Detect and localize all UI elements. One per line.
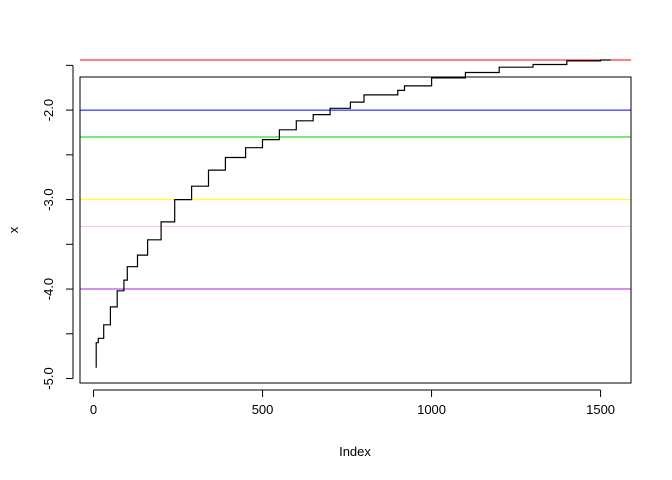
x-tick-label: 500 [252, 402, 274, 417]
x-tick-label: 0 [90, 402, 97, 417]
x-tick-label: 1000 [417, 402, 446, 417]
y-axis: -5.0 -4.0 -3.0 -2.0 [41, 64, 74, 390]
y-axis-title: x [6, 226, 21, 233]
x-tick-label: 1500 [586, 402, 615, 417]
y-tick-label: -2.0 [41, 99, 56, 121]
reference-lines [80, 59, 631, 290]
series-line-0 [95, 59, 611, 368]
x-axis: 0 500 1000 1500 [90, 389, 615, 417]
y-tick-label: -4.0 [41, 278, 56, 300]
plot-frame [79, 76, 632, 384]
y-tick-label: -3.0 [41, 188, 56, 210]
y-tick-label: -5.0 [41, 367, 56, 389]
x-axis-title: Index [339, 444, 371, 459]
series-layer [95, 59, 611, 368]
